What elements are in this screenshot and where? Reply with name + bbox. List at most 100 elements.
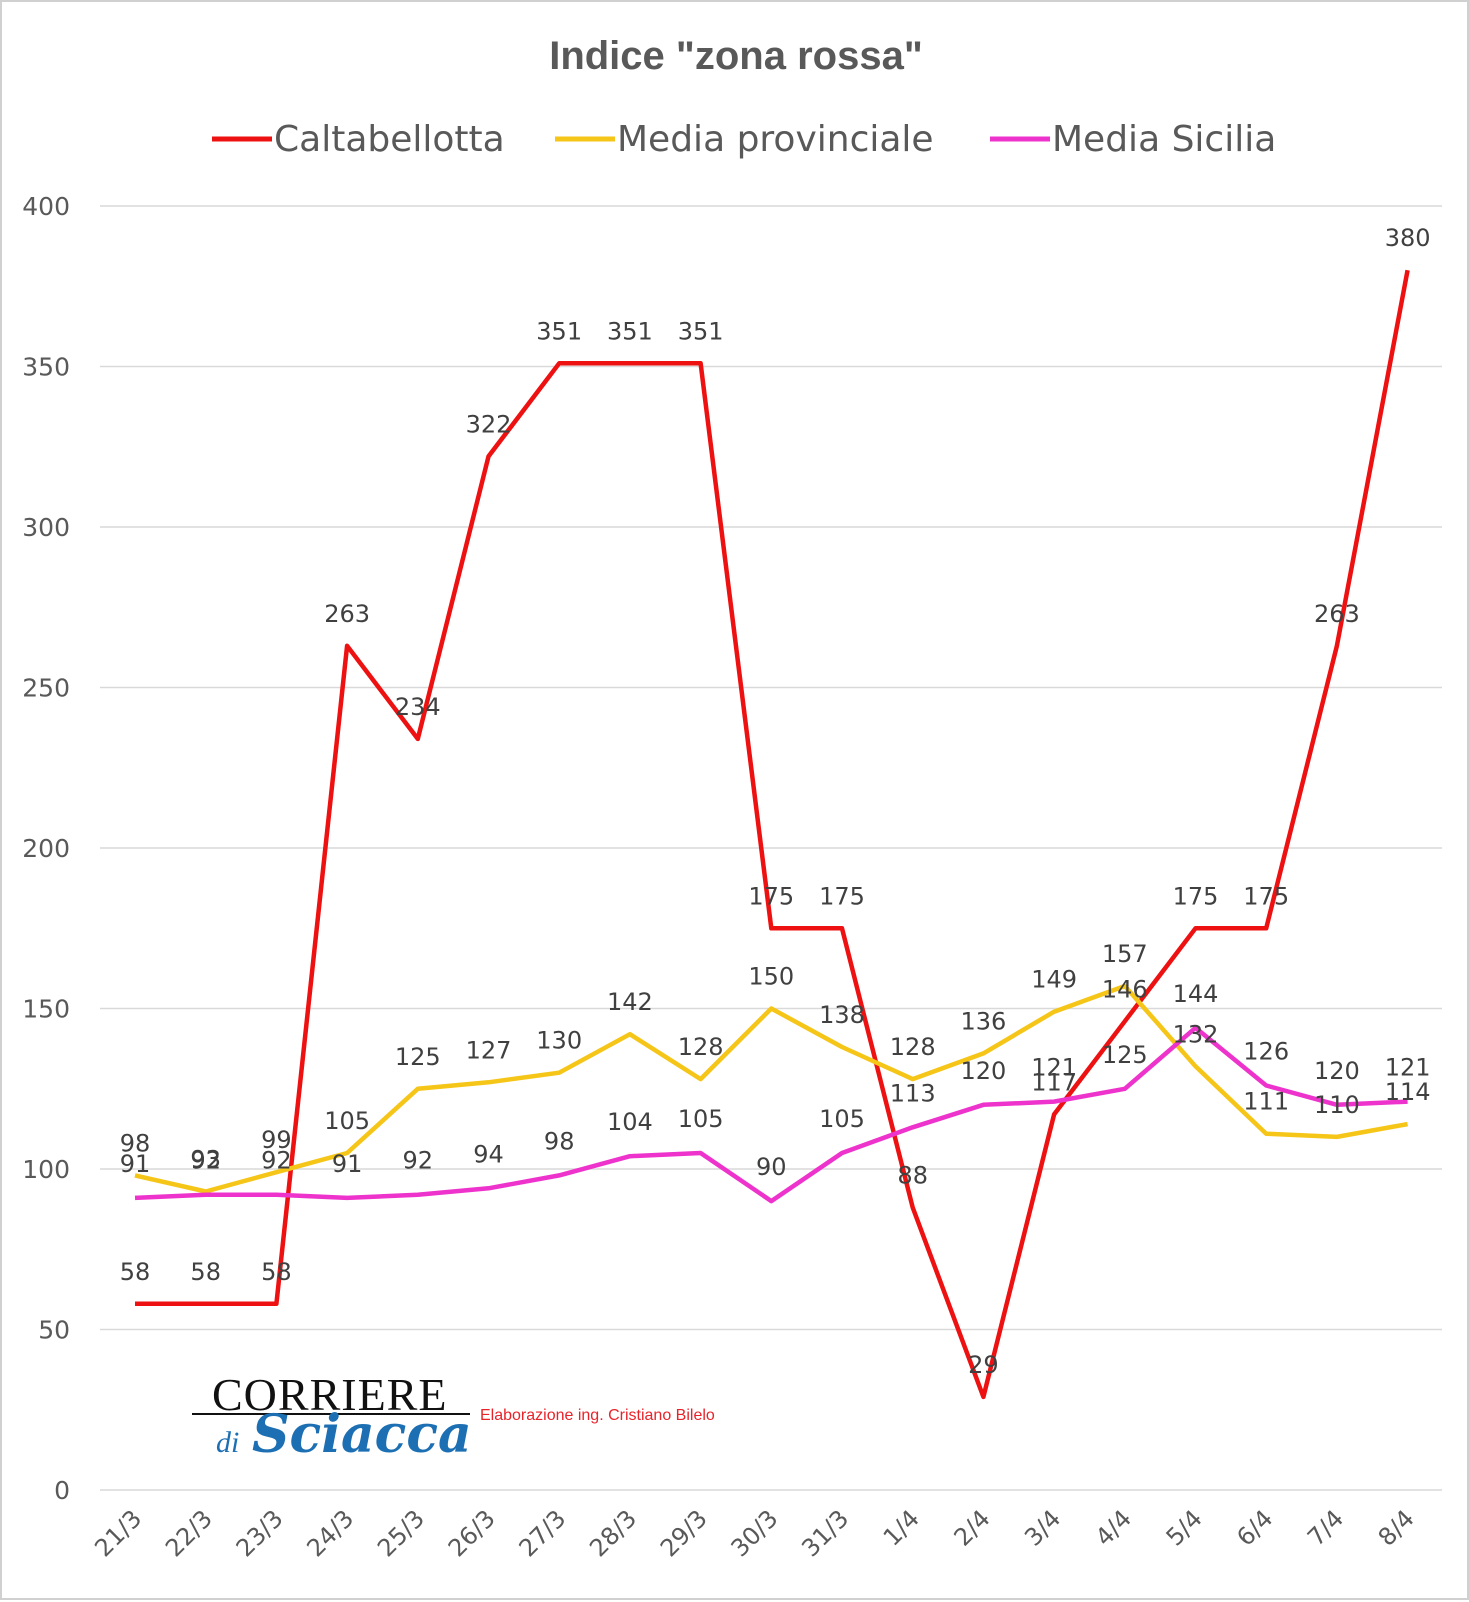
data-label-s0-p12: 29 — [968, 1351, 999, 1379]
series-line-1 — [134, 983, 1409, 1194]
data-label-s0-p0: 58 — [120, 1258, 151, 1286]
data-label-s1-p3: 105 — [324, 1107, 370, 1135]
y-tick-label: 150 — [22, 995, 70, 1024]
data-label-s0-p8: 351 — [678, 317, 724, 345]
legend: Caltabellotta Media provinciale Media Sici… — [212, 119, 1276, 160]
data-label-s0-p2: 58 — [261, 1258, 292, 1286]
data-label-s1-p13: 149 — [1031, 966, 1077, 994]
x-tick-label: 4/4 — [1090, 1504, 1137, 1551]
x-tick-label: 2/4 — [949, 1504, 996, 1551]
legend-label-1: Media provinciale — [617, 119, 934, 160]
x-tick-label: 7/4 — [1302, 1504, 1349, 1551]
data-label-s1-p8: 128 — [678, 1033, 724, 1061]
series-line-0 — [135, 269, 1410, 1400]
data-label-s1-p0: 98 — [120, 1129, 151, 1157]
data-label-s0-p14: 146 — [1102, 975, 1148, 1003]
data-label-s1-p16: 111 — [1243, 1088, 1289, 1116]
data-label-s1-p15: 132 — [1173, 1020, 1219, 1048]
x-tick-label: 27/3 — [514, 1504, 572, 1562]
data-label-s2-p18: 121 — [1385, 1054, 1431, 1082]
data-label-s2-p3: 91 — [332, 1150, 363, 1178]
x-axis-ticks: 21/3 22/3 23/3 24/3 25/3 26/3 27/3 28/3 29/3 30/3… — [89, 1504, 1420, 1562]
data-label-s2-p11: 113 — [890, 1079, 936, 1107]
data-label-s2-p12: 120 — [960, 1057, 1006, 1085]
data-label-s2-p0: 91 — [120, 1150, 151, 1178]
y-tick-label: 50 — [38, 1316, 70, 1345]
data-label-s1-p1: 93 — [190, 1145, 221, 1173]
logo-di: di — [216, 1426, 239, 1459]
credit-text: Elaborazione ing. Cristiano Bilelo — [480, 1407, 715, 1424]
x-tick-label: 28/3 — [584, 1504, 642, 1562]
data-label-s2-p16: 126 — [1243, 1038, 1289, 1066]
x-tick-label: 8/4 — [1373, 1504, 1420, 1551]
x-tick-label: 23/3 — [231, 1504, 289, 1562]
data-label-s2-p7: 104 — [607, 1108, 653, 1136]
x-tick-label: 26/3 — [443, 1504, 501, 1562]
data-label-s0-p7: 351 — [607, 317, 653, 345]
data-label-s0-p13: 117 — [1031, 1068, 1077, 1096]
data-label-s1-p14: 157 — [1102, 940, 1148, 968]
data-label-s0-p10: 175 — [819, 882, 865, 910]
y-tick-label: 250 — [22, 674, 70, 703]
x-tick-label: 5/4 — [1161, 1504, 1208, 1551]
data-label-s1-p2: 99 — [261, 1126, 292, 1154]
x-tick-label: 6/4 — [1231, 1504, 1278, 1551]
x-tick-label: 29/3 — [655, 1504, 713, 1562]
y-tick-label: 350 — [22, 353, 70, 382]
logo-script: Sciacca — [252, 1404, 472, 1465]
data-label-s0-p16: 175 — [1243, 882, 1289, 910]
data-label-s0-p1: 58 — [190, 1258, 221, 1286]
y-tick-label: 100 — [22, 1155, 70, 1184]
data-label-s0-p3: 263 — [324, 600, 370, 628]
gridlines — [100, 205, 1442, 1491]
data-label-s2-p1: 92 — [190, 1147, 221, 1175]
data-label-s0-p9: 175 — [748, 882, 794, 910]
x-tick-label: 24/3 — [301, 1504, 359, 1562]
series-line-2 — [134, 1025, 1408, 1204]
data-label-s2-p10: 105 — [819, 1105, 865, 1133]
data-label-s2-p17: 120 — [1314, 1057, 1360, 1085]
data-label-s1-p12: 136 — [960, 1007, 1006, 1035]
data-label-s0-p11: 88 — [897, 1162, 928, 1190]
data-label-s2-p14: 125 — [1102, 1041, 1148, 1069]
data-label-s2-p13: 121 — [1031, 1054, 1077, 1082]
legend-label-0: Caltabellotta — [274, 119, 505, 160]
data-label-s2-p5: 94 — [473, 1140, 504, 1168]
data-label-s1-p11: 128 — [890, 1033, 936, 1061]
y-tick-label: 0 — [54, 1476, 70, 1505]
data-label-s0-p6: 351 — [536, 317, 582, 345]
x-tick-label: 1/4 — [878, 1504, 925, 1551]
data-label-s2-p6: 98 — [544, 1127, 575, 1155]
x-tick-label: 25/3 — [372, 1504, 430, 1562]
y-axis-ticks: 0 50 100 150 200 250 300 350 400 — [22, 192, 70, 1505]
data-label-s2-p2: 92 — [261, 1147, 292, 1175]
data-label-s1-p4: 125 — [395, 1043, 441, 1071]
x-tick-label: 30/3 — [726, 1504, 784, 1562]
legend-label-2: Media Sicilia — [1052, 119, 1276, 160]
data-label-s1-p17: 110 — [1314, 1091, 1360, 1119]
x-tick-label: 21/3 — [89, 1504, 147, 1562]
corriere-di-sciacca-logo: CORRIERE di Sciacca Elaborazione ing. Cr… — [192, 1369, 715, 1465]
data-label-s2-p8: 105 — [678, 1105, 724, 1133]
data-label-s1-p7: 142 — [607, 988, 653, 1016]
y-tick-label: 300 — [22, 513, 70, 542]
data-label-s0-p5: 322 — [466, 410, 512, 438]
data-label-s2-p9: 90 — [756, 1153, 787, 1181]
chart-title: Indice "zona rossa" — [549, 34, 923, 78]
y-tick-label: 400 — [22, 192, 70, 221]
data-label-s1-p5: 127 — [466, 1036, 512, 1064]
data-label-s2-p15: 144 — [1173, 980, 1219, 1008]
x-tick-label: 3/4 — [1019, 1504, 1066, 1551]
data-labels: 58 58 58 263 234 322 351 351 351 175 175 88 29 117 146… — [120, 224, 1431, 1379]
data-label-s1-p10: 138 — [819, 1001, 865, 1029]
data-label-s0-p4: 234 — [395, 693, 441, 721]
logo-name: CORRIERE — [212, 1369, 447, 1420]
data-label-s1-p6: 130 — [536, 1027, 582, 1055]
x-tick-label: 31/3 — [796, 1504, 854, 1562]
data-label-s1-p9: 150 — [748, 963, 794, 991]
data-label-s0-p17: 263 — [1314, 600, 1360, 628]
series-lines — [134, 269, 1410, 1400]
data-label-s2-p4: 92 — [403, 1147, 434, 1175]
